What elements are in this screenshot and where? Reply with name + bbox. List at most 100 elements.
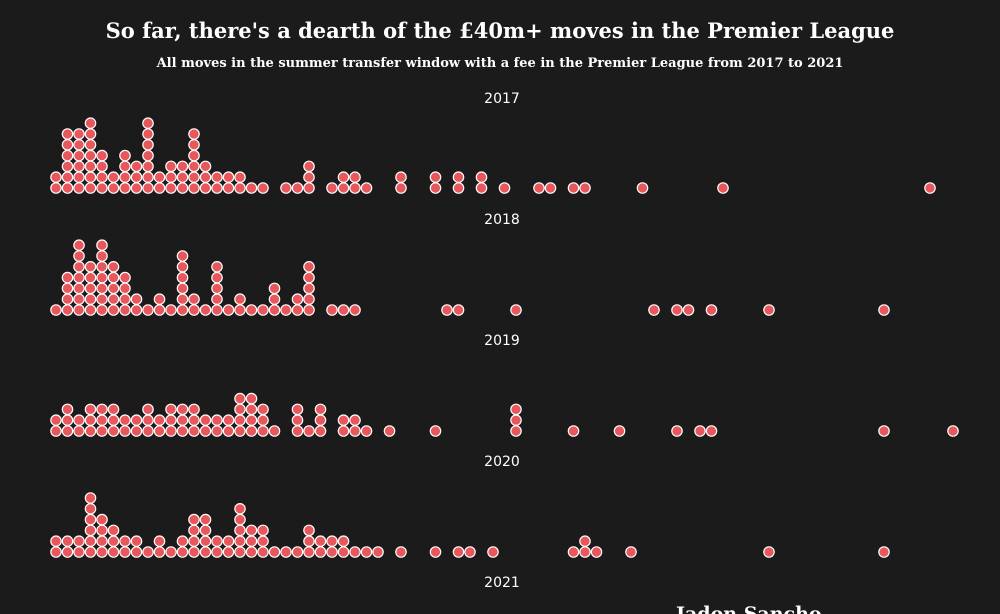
transfer-dot xyxy=(84,293,97,305)
transfer-dot xyxy=(429,171,442,183)
row-2018: 2018 xyxy=(50,212,890,316)
transfer-dot xyxy=(107,182,120,194)
transfer-dot xyxy=(61,271,74,284)
transfer-dot xyxy=(303,171,315,183)
transfer-dot xyxy=(234,293,246,305)
transfer-dot xyxy=(61,414,74,426)
transfer-dot xyxy=(671,425,683,437)
transfer-dot xyxy=(303,271,315,284)
transfer-dot xyxy=(291,182,304,194)
transfer-dot xyxy=(96,160,108,173)
transfer-dot xyxy=(291,304,304,316)
transfer-dot xyxy=(96,304,108,316)
transfer-dot xyxy=(337,182,350,194)
transfer-dot xyxy=(61,149,74,162)
transfer-dot xyxy=(107,293,120,305)
transfer-dot xyxy=(452,182,465,194)
transfer-dot xyxy=(142,304,154,316)
transfer-dot xyxy=(395,182,407,194)
transfer-dot xyxy=(303,524,315,537)
transfer-dot xyxy=(211,414,223,426)
transfer-dot xyxy=(360,546,373,558)
transfer-dot xyxy=(268,282,281,295)
transfer-dot xyxy=(84,414,97,426)
transfer-dot xyxy=(452,546,465,558)
transfer-dot xyxy=(211,535,223,547)
transfer-dot xyxy=(130,293,143,305)
transfer-dot xyxy=(326,535,338,547)
transfer-dot xyxy=(349,414,361,426)
transfer-dot xyxy=(567,182,580,194)
transfer-dot xyxy=(73,182,85,194)
transfer-dot xyxy=(119,535,131,547)
transfer-dot xyxy=(153,304,166,316)
transfer-dot xyxy=(142,546,154,558)
transfer-dot xyxy=(579,182,591,194)
transfer-dot xyxy=(130,160,143,173)
transfer-dot xyxy=(291,546,304,558)
transfer-dot xyxy=(119,160,131,173)
transfer-dot xyxy=(613,425,626,437)
transfer-dot xyxy=(211,260,223,273)
transfer-dot xyxy=(165,171,177,183)
transfer-dot xyxy=(73,149,85,162)
transfer-dot xyxy=(303,160,315,173)
transfer-dot xyxy=(349,304,361,316)
transfer-dot xyxy=(303,546,315,558)
transfer-dot xyxy=(176,546,189,558)
row-2017: 2017 xyxy=(50,91,936,194)
transfer-dot xyxy=(245,546,258,558)
transfer-dot xyxy=(544,182,557,194)
transfer-dot xyxy=(257,182,269,194)
transfer-dot xyxy=(84,425,97,437)
transfer-dot xyxy=(73,271,85,284)
transfer-dot xyxy=(73,535,85,547)
transfer-dot xyxy=(441,304,453,316)
transfer-dot xyxy=(337,414,350,426)
transfer-dot xyxy=(682,304,695,316)
transfer-dot xyxy=(337,304,350,316)
year-label-2018: 2018 xyxy=(484,212,520,228)
transfer-dot xyxy=(245,524,258,537)
transfer-dot xyxy=(475,171,488,183)
transfer-dot xyxy=(61,546,74,558)
transfer-dot xyxy=(268,293,281,305)
transfer-dot xyxy=(84,513,97,526)
transfer-dot xyxy=(130,182,143,194)
transfer-dot xyxy=(567,546,580,558)
transfer-dot xyxy=(119,293,131,305)
transfer-dot xyxy=(429,425,442,437)
transfer-dot xyxy=(878,425,890,437)
transfer-dot xyxy=(61,128,74,140)
transfer-dot xyxy=(360,182,373,194)
year-label-2017: 2017 xyxy=(484,91,520,107)
transfer-dot xyxy=(176,535,189,547)
transfer-dot xyxy=(590,546,603,558)
transfer-dot xyxy=(947,425,959,437)
transfer-dot xyxy=(291,414,304,426)
transfer-dot xyxy=(280,546,292,558)
transfer-dot xyxy=(50,304,62,316)
transfer-dot xyxy=(84,160,97,173)
transfer-dot xyxy=(245,304,258,316)
transfer-dot xyxy=(96,524,108,537)
transfer-dot xyxy=(50,535,62,547)
transfer-dot xyxy=(763,546,775,558)
transfer-dot xyxy=(268,425,281,437)
transfer-dot xyxy=(303,304,315,316)
transfer-dot xyxy=(165,414,177,426)
transfer-dot xyxy=(924,182,936,194)
transfer-dot xyxy=(188,535,200,547)
transfer-dot xyxy=(50,171,62,183)
transfer-dot xyxy=(188,304,200,316)
transfer-dot xyxy=(188,171,200,183)
transfer-dot xyxy=(176,182,189,194)
transfer-dot xyxy=(130,171,143,183)
chart-rows: 2017 2018 2019 2020 xyxy=(50,91,959,558)
transfer-dot xyxy=(395,546,407,558)
transfer-dot xyxy=(96,293,108,305)
transfer-dot xyxy=(337,546,350,558)
transfer-dot xyxy=(510,414,522,426)
transfer-dot xyxy=(188,414,200,426)
